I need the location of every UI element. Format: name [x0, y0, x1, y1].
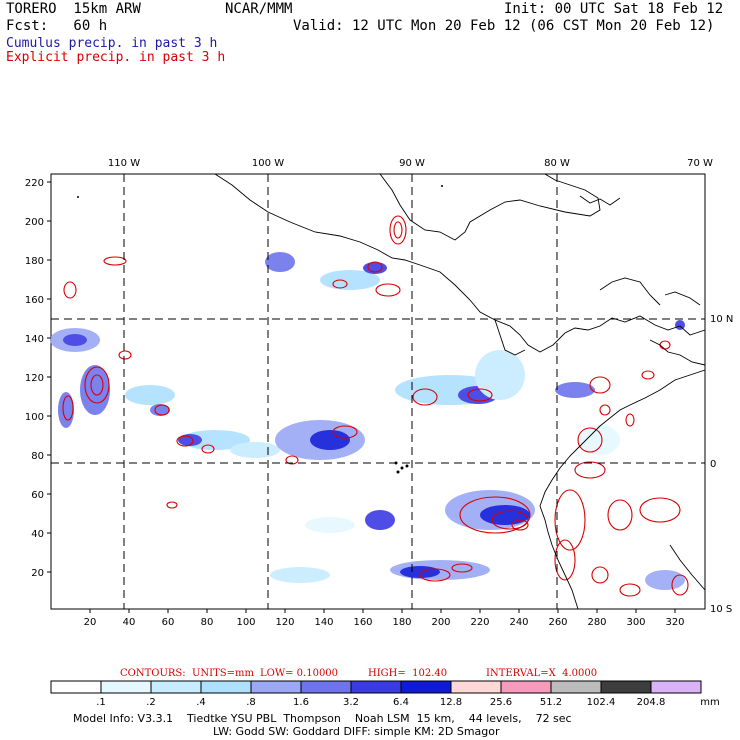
- x-tick: 260: [548, 617, 567, 628]
- y-tick: 220: [25, 178, 44, 189]
- contours-units: UNITS=mm: [192, 668, 254, 679]
- colorbar-swatch: [400, 680, 452, 694]
- colorbar-labels: .1 .2 .4 .8 1.6 3.2 6.4 12.8 25.6 51.2 1…: [96, 697, 720, 708]
- valid-time: Valid: 12 UTC Mon 20 Feb 12 (06 CST Mon …: [293, 18, 715, 34]
- y-tick: 100: [25, 412, 44, 423]
- colorbar-label: 3.2: [343, 697, 359, 708]
- colorbar-swatch: [300, 680, 352, 694]
- x-tick: 180: [392, 617, 411, 628]
- colorbar-swatch: [650, 680, 702, 694]
- colorbar-label: 204.8: [637, 697, 666, 708]
- colorbar-label: .1: [96, 697, 106, 708]
- colorbar-swatch: [600, 680, 652, 694]
- frame-ticks: [47, 181, 676, 613]
- x-tick: 140: [314, 617, 333, 628]
- colorbar-swatch: [150, 680, 202, 694]
- lon-label: 110 W: [108, 158, 140, 169]
- explicit-precip-contours: [62, 215, 689, 597]
- contours-label: CONTOURS:: [120, 668, 186, 679]
- y-tick: 40: [31, 529, 44, 540]
- model-physics: LW: Godd SW: Goddard DIFF: simple KM: 2D…: [213, 725, 500, 738]
- y-tick: 200: [25, 217, 44, 228]
- colorbar-label: .4: [196, 697, 206, 708]
- lat-label: 0: [710, 459, 716, 470]
- contours-interval: INTERVAL=X 4.0000: [486, 668, 598, 679]
- y-tick: 120: [25, 373, 44, 384]
- contours-low: LOW= 0.10000: [260, 668, 339, 679]
- y-tick: 80: [31, 451, 44, 462]
- colorbar-swatch: [200, 680, 252, 694]
- x-tick-labels: 20 40 60 80 100 120 140 160 180 200 220 …: [84, 617, 685, 628]
- init-time: Init: 00 UTC Sat 18 Feb 12: [504, 1, 724, 17]
- lon-label: 70 W: [687, 158, 713, 169]
- colorbar-label: 51.2: [540, 697, 562, 708]
- colorbar-label: 6.4: [393, 697, 409, 708]
- latitude-labels: 10 N 0 10 S: [710, 314, 733, 615]
- colorbar-swatch: [350, 680, 402, 694]
- lon-label: 80 W: [544, 158, 570, 169]
- longitude-labels: 110 W 100 W 90 W 80 W 70 W: [108, 158, 713, 169]
- coastlines: [214, 173, 706, 610]
- x-tick: 20: [84, 617, 97, 628]
- lon-label: 90 W: [399, 158, 425, 169]
- y-tick: 60: [31, 490, 44, 501]
- model-info: Model Info: V3.3.1 Tiedtke YSU PBL Thomp…: [73, 712, 572, 725]
- x-tick: 200: [431, 617, 450, 628]
- colorbar-label: .2: [146, 697, 156, 708]
- colorbar-unit: mm: [700, 697, 719, 708]
- lon-label: 100 W: [252, 158, 284, 169]
- y-tick: 140: [25, 334, 44, 345]
- x-tick: 160: [353, 617, 372, 628]
- x-tick: 80: [201, 617, 214, 628]
- lat-label: 10 N: [710, 314, 733, 325]
- colorbar-swatch: [250, 680, 302, 694]
- organization: NCAR/MMM: [225, 1, 293, 17]
- lat-lon-grid: [51, 174, 705, 609]
- colorbar-swatch: [450, 680, 502, 694]
- colorbar-swatch: [100, 680, 152, 694]
- x-tick: 300: [626, 617, 645, 628]
- colorbar-swatch: [550, 680, 602, 694]
- x-tick: 240: [509, 617, 528, 628]
- colorbar-label: .8: [246, 697, 256, 708]
- forecast-hour: Fcst: 60 h: [6, 18, 108, 34]
- lat-label: 10 S: [710, 604, 732, 615]
- x-tick: 100: [236, 617, 255, 628]
- colorbar-swatch: [500, 680, 552, 694]
- x-tick: 320: [665, 617, 684, 628]
- colorbar-label: 25.6: [490, 697, 512, 708]
- model-title: TORERO 15km ARW: [6, 1, 141, 17]
- colorbar-label: 1.6: [293, 697, 309, 708]
- colorbar-label: 12.8: [440, 697, 462, 708]
- colorbar-label: 102.4: [587, 697, 616, 708]
- colorbar: [50, 680, 702, 694]
- x-tick: 60: [162, 617, 175, 628]
- y-tick: 180: [25, 256, 44, 267]
- x-tick: 220: [470, 617, 489, 628]
- y-tick: 160: [25, 295, 44, 306]
- explicit-legend: Explicit precip. in past 3 h: [6, 50, 226, 65]
- cumulus-legend: Cumulus precip. in past 3 h: [6, 36, 218, 51]
- x-tick: 280: [587, 617, 606, 628]
- x-tick: 120: [275, 617, 294, 628]
- y-tick-labels: 220 200 180 160 140 120 100 80 60 40 20: [25, 178, 44, 579]
- colorbar-swatch: [50, 680, 102, 694]
- contours-high: HIGH= 102.40: [368, 668, 448, 679]
- x-tick: 40: [123, 617, 136, 628]
- y-tick: 20: [31, 568, 44, 579]
